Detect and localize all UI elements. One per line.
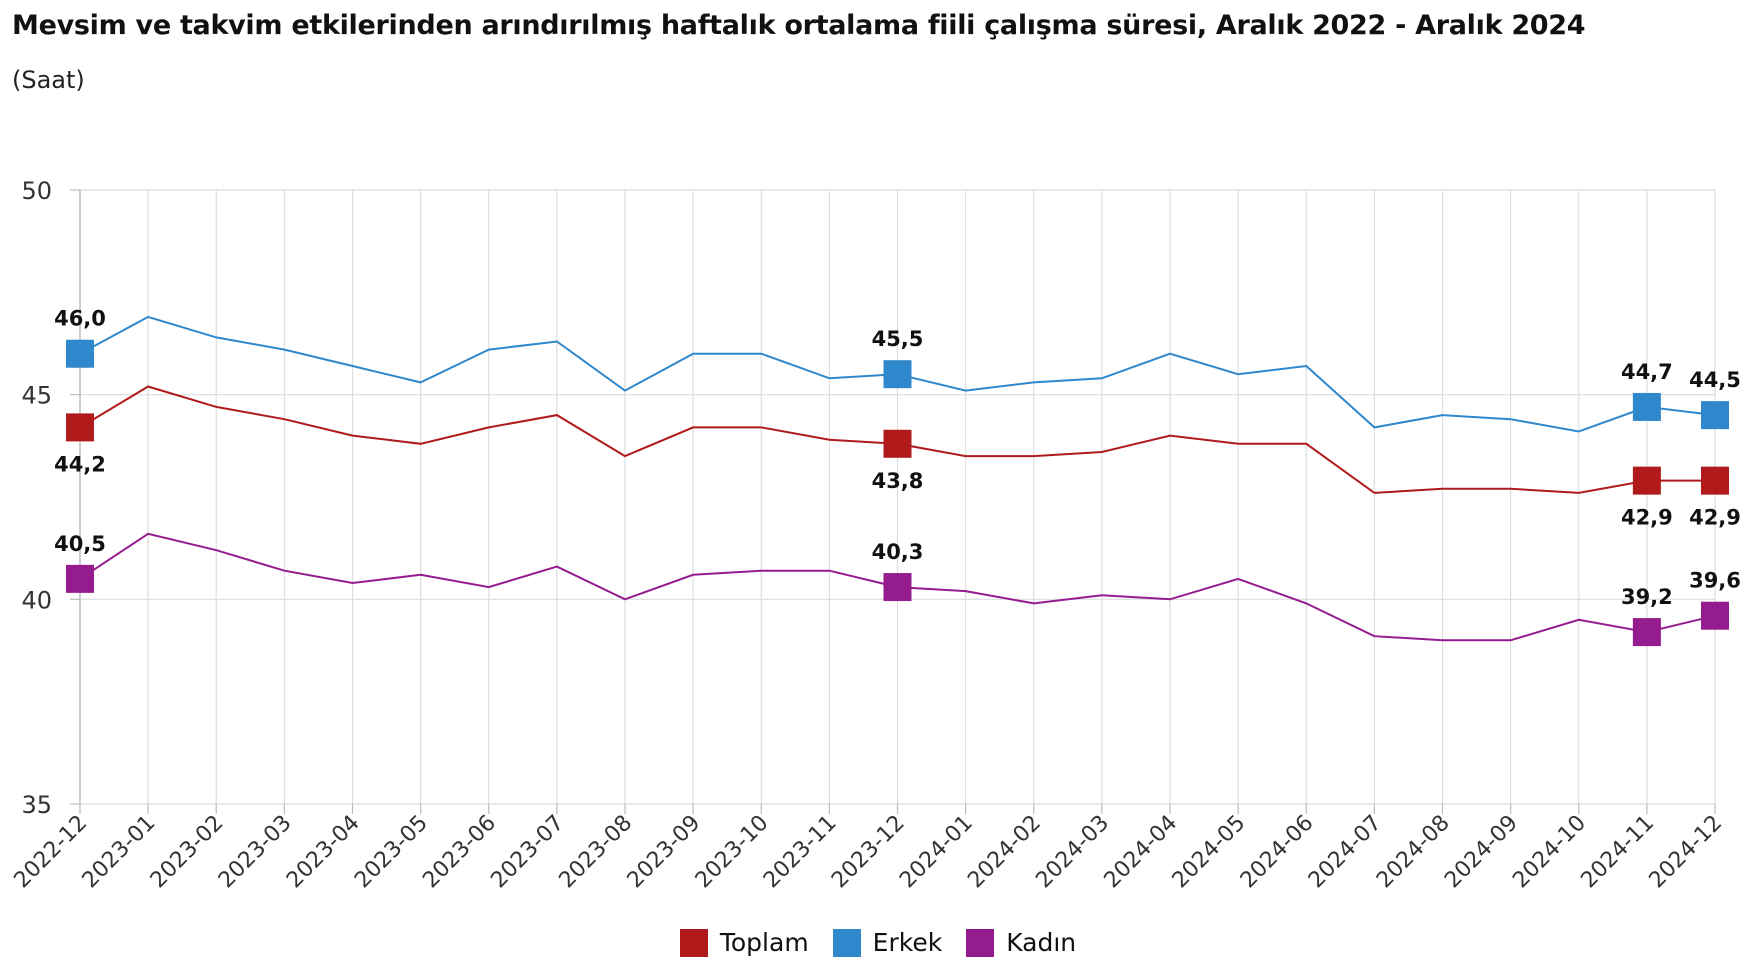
legend-swatch xyxy=(832,928,861,957)
x-tick-label: 2023-12 xyxy=(827,811,910,894)
chart-unit-label: (Saat) xyxy=(12,66,85,94)
x-tick-label: 2024-07 xyxy=(1304,811,1387,894)
data-point-marker xyxy=(1701,601,1729,630)
data-label: 44,2 xyxy=(54,452,106,476)
y-tick-label: 50 xyxy=(21,177,52,205)
x-tick-label: 2023-04 xyxy=(282,811,365,894)
data-label: 40,5 xyxy=(54,532,106,556)
x-tick-label: 2024-11 xyxy=(1576,811,1659,894)
x-tick-label: 2023-01 xyxy=(78,811,161,894)
y-tick-label: 40 xyxy=(21,586,52,614)
x-tick-label: 2023-09 xyxy=(623,811,706,894)
data-point-marker xyxy=(1701,401,1729,430)
x-tick-label: 2024-09 xyxy=(1440,811,1523,894)
data-point-marker xyxy=(1632,466,1661,495)
x-tick-label: 2023-08 xyxy=(555,811,638,894)
line-chart: 354045502022-122023-012023-022023-032023… xyxy=(10,177,1741,894)
data-label: 43,8 xyxy=(872,469,924,493)
data-point-marker xyxy=(66,413,94,442)
x-tick-label: 2022-12 xyxy=(10,811,93,894)
data-point-marker xyxy=(883,573,912,602)
y-tick-label: 45 xyxy=(21,382,52,410)
x-tick-label: 2024-05 xyxy=(1168,811,1251,894)
legend-label: Toplam xyxy=(719,928,809,957)
x-tick-label: 2024-01 xyxy=(895,811,978,894)
data-point-marker xyxy=(1632,618,1661,647)
data-point-marker xyxy=(1701,466,1729,495)
legend-label: Kadın xyxy=(1006,928,1077,957)
x-tick-label: 2023-02 xyxy=(146,811,229,894)
data-point-marker xyxy=(66,564,94,593)
data-label: 46,0 xyxy=(54,307,106,331)
x-tick-label: 2024-04 xyxy=(1100,811,1183,894)
legend-item-erkek[interactable]: Erkek xyxy=(832,928,943,957)
x-tick-label: 2023-11 xyxy=(759,811,842,894)
x-tick-label: 2023-10 xyxy=(691,811,774,894)
data-label: 45,5 xyxy=(872,327,924,351)
data-label: 42,9 xyxy=(1621,506,1673,530)
data-label: 39,2 xyxy=(1621,585,1673,609)
x-tick-label: 2024-12 xyxy=(1645,811,1728,894)
x-tick-label: 2023-05 xyxy=(350,811,433,894)
x-tick-label: 2023-07 xyxy=(486,811,569,894)
data-point-marker xyxy=(883,429,912,458)
data-point-marker xyxy=(883,360,912,389)
data-label: 39,6 xyxy=(1689,569,1741,593)
data-point-marker xyxy=(1632,392,1661,421)
x-tick-label: 2024-02 xyxy=(963,811,1046,894)
x-tick-label: 2023-03 xyxy=(214,811,297,894)
legend-swatch xyxy=(679,928,708,957)
legend-label: Erkek xyxy=(872,928,943,957)
legend-item-toplam[interactable]: Toplam xyxy=(679,928,809,957)
x-tick-label: 2023-06 xyxy=(418,811,501,894)
data-point-marker xyxy=(66,339,94,368)
x-tick-label: 2024-10 xyxy=(1508,811,1591,894)
data-label: 42,9 xyxy=(1689,506,1741,530)
chart-title: Mevsim ve takvim etkilerinden arındırılm… xyxy=(12,10,1586,41)
data-label: 40,3 xyxy=(872,540,924,564)
chart-legend: Toplam Erkek Kadın xyxy=(0,928,1756,957)
data-label: 44,5 xyxy=(1689,368,1741,392)
y-tick-label: 35 xyxy=(21,791,52,819)
x-tick-label: 2024-06 xyxy=(1236,811,1319,894)
legend-item-kadın[interactable]: Kadın xyxy=(966,928,1076,957)
x-tick-label: 2024-03 xyxy=(1031,811,1114,894)
data-label: 44,7 xyxy=(1621,360,1673,384)
legend-swatch xyxy=(966,928,995,957)
x-tick-label: 2024-08 xyxy=(1372,811,1455,894)
